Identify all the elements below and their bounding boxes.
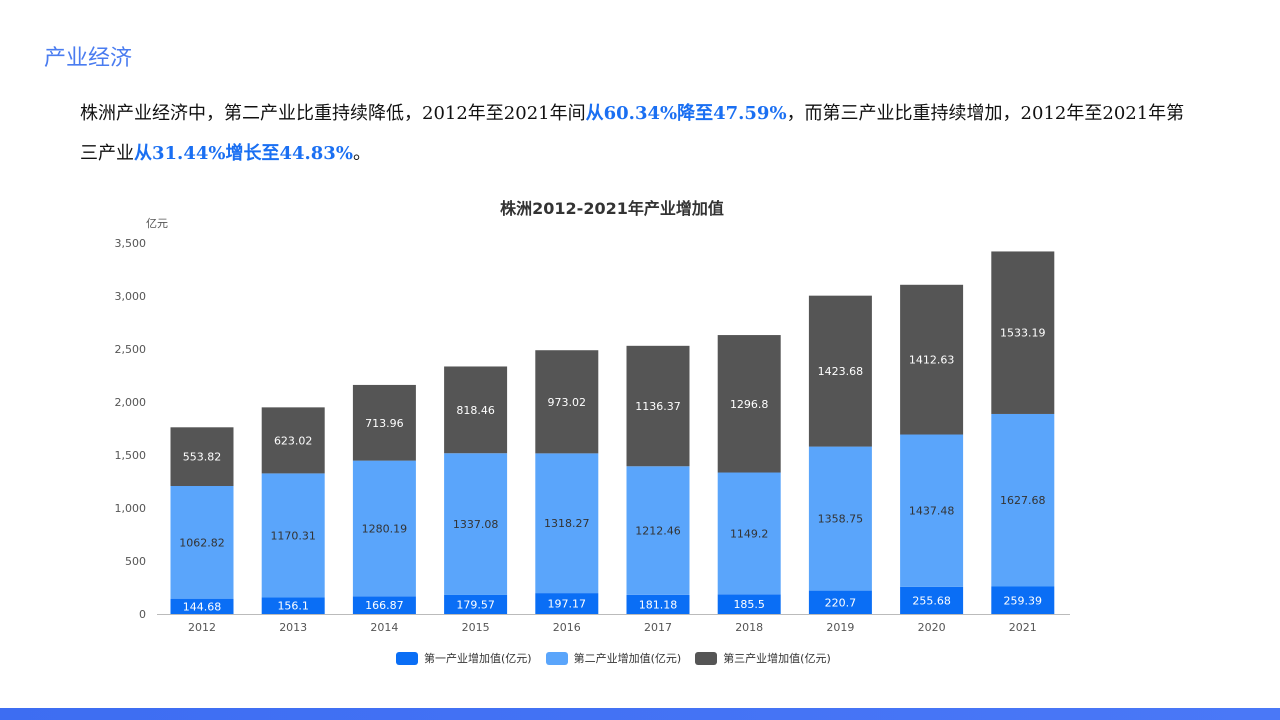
legend-label: 第一产业增加值(亿元) bbox=[424, 652, 532, 665]
data-label: 713.96 bbox=[365, 417, 404, 430]
bar-segment-series-2 bbox=[717, 472, 781, 595]
data-label: 1318.27 bbox=[544, 517, 590, 530]
data-label: 185.5 bbox=[733, 598, 765, 611]
bar-segment-series-2 bbox=[808, 446, 872, 591]
y-tick-label: 500 bbox=[125, 555, 146, 568]
data-label: 1423.68 bbox=[818, 365, 864, 378]
data-label: 255.68 bbox=[912, 594, 951, 607]
bar-segment-series-2 bbox=[626, 466, 690, 595]
data-label: 1170.31 bbox=[270, 529, 316, 542]
bar-segment-series-1 bbox=[261, 597, 325, 614]
y-tick-label: 1,500 bbox=[115, 449, 147, 462]
data-label: 166.87 bbox=[365, 599, 404, 612]
bar-segment-series-1 bbox=[900, 586, 964, 614]
data-label: 553.82 bbox=[183, 451, 222, 464]
x-tick-label: 2019 bbox=[826, 621, 854, 634]
text: ，而第三产业比重持续增加，2012年至2021年第三产业 bbox=[80, 103, 1185, 164]
data-label: 1280.19 bbox=[362, 522, 408, 535]
x-tick-label: 2021 bbox=[1009, 621, 1037, 634]
y-tick-label: 0 bbox=[139, 608, 146, 621]
x-tick-label: 2016 bbox=[553, 621, 581, 634]
data-label: 181.18 bbox=[639, 598, 678, 611]
data-label: 179.57 bbox=[456, 598, 495, 611]
highlight-tertiary: 从31.44%增长至44.83% bbox=[134, 143, 353, 164]
data-label: 1358.75 bbox=[818, 513, 864, 526]
x-tick-label: 2015 bbox=[462, 621, 490, 634]
legend-label: 第三产业增加值(亿元) bbox=[723, 652, 831, 665]
legend-item[interactable]: 第二产业增加值(亿元) bbox=[545, 650, 682, 666]
bar-segment-series-2 bbox=[535, 453, 599, 594]
data-label: 1627.68 bbox=[1000, 494, 1046, 507]
text: 。 bbox=[352, 143, 371, 164]
data-label: 1437.48 bbox=[909, 505, 955, 518]
legend-swatch bbox=[545, 651, 568, 665]
bar-segment-series-1 bbox=[991, 586, 1055, 614]
data-label: 1212.46 bbox=[635, 525, 681, 538]
bar-segment-series-2 bbox=[444, 453, 508, 595]
bar-segment-series-3 bbox=[535, 350, 599, 454]
bar-segment-series-3 bbox=[626, 345, 690, 467]
legend-item[interactable]: 第三产业增加值(亿元) bbox=[695, 650, 831, 666]
bar-segment-series-3 bbox=[991, 251, 1055, 414]
data-label: 1533.19 bbox=[1000, 327, 1046, 340]
bar-segment-series-1 bbox=[717, 594, 781, 614]
data-label: 1149.2 bbox=[730, 527, 769, 540]
summary-paragraph: 株洲产业经济中，第二产业比重持续降低，2012年至2021年间从60.34%降至… bbox=[80, 94, 1200, 174]
data-label: 1136.37 bbox=[635, 400, 681, 413]
bottom-bar bbox=[0, 708, 1280, 720]
y-tick-label: 2,000 bbox=[115, 396, 147, 409]
legend-swatch bbox=[396, 651, 418, 665]
bar-segment-series-3 bbox=[717, 335, 781, 473]
bar-segment-series-3 bbox=[900, 284, 964, 435]
y-tick-label: 2,500 bbox=[115, 343, 147, 356]
data-label: 220.7 bbox=[825, 596, 857, 609]
legend-item[interactable]: 第一产业增加值(亿元) bbox=[396, 650, 532, 666]
data-label: 156.1 bbox=[277, 600, 309, 613]
bar-segment-series-3 bbox=[261, 407, 325, 474]
bar-segment-series-3 bbox=[170, 427, 234, 487]
data-label: 973.02 bbox=[548, 396, 587, 409]
bar-segment-series-2 bbox=[900, 434, 964, 587]
bar-segment-series-2 bbox=[352, 460, 416, 597]
data-label: 818.46 bbox=[456, 404, 495, 417]
bar-segment-series-2 bbox=[170, 486, 234, 599]
data-label: 144.68 bbox=[183, 600, 222, 613]
x-tick-label: 2013 bbox=[279, 621, 307, 634]
bar-segment-series-2 bbox=[991, 413, 1055, 587]
data-label: 197.17 bbox=[548, 598, 587, 611]
page-title: 产业经济 bbox=[44, 46, 133, 71]
legend-label: 第二产业增加值(亿元) bbox=[573, 652, 682, 665]
data-label: 1337.08 bbox=[453, 518, 499, 531]
x-tick-label: 2014 bbox=[370, 621, 398, 634]
bar-segment-series-1 bbox=[444, 594, 508, 614]
x-tick-label: 2012 bbox=[188, 621, 216, 634]
bar-segment-series-1 bbox=[170, 598, 234, 614]
y-axis-label: 亿元 bbox=[146, 217, 168, 230]
bar-segment-series-3 bbox=[808, 295, 872, 447]
x-tick-label: 2018 bbox=[735, 621, 763, 634]
highlight-secondary: 从60.34%降至47.59% bbox=[585, 103, 787, 124]
legend-swatch bbox=[695, 651, 718, 665]
bar-segment-series-1 bbox=[626, 594, 690, 614]
bar-segment-series-1 bbox=[808, 590, 872, 614]
data-label: 623.02 bbox=[274, 434, 313, 447]
bar-segment-series-2 bbox=[261, 473, 325, 598]
y-tick-label: 3,000 bbox=[115, 290, 147, 303]
legend: 第一产业增加值(亿元) 第二产业增加值(亿元) 第三产业增加值(亿元) bbox=[396, 650, 831, 666]
data-label: 259.39 bbox=[1004, 594, 1043, 607]
data-label: 1412.63 bbox=[909, 354, 955, 367]
text: 株洲产业经济中，第二产业比重持续降低，2012年至2021年间 bbox=[80, 103, 586, 124]
bar-segment-series-3 bbox=[444, 366, 508, 454]
x-tick-label: 2017 bbox=[644, 621, 672, 634]
bar-segment-series-3 bbox=[352, 384, 416, 461]
data-label: 1062.82 bbox=[179, 536, 225, 549]
chart-title: 株洲2012-2021年产业增加值 bbox=[500, 199, 724, 218]
y-tick-label: 3,500 bbox=[115, 237, 147, 250]
bar-segment-series-1 bbox=[535, 593, 599, 614]
data-label: 1296.8 bbox=[730, 398, 769, 411]
bar-segment-series-1 bbox=[352, 596, 416, 614]
x-tick-label: 2020 bbox=[918, 621, 946, 634]
y-tick-label: 1,000 bbox=[115, 502, 147, 515]
